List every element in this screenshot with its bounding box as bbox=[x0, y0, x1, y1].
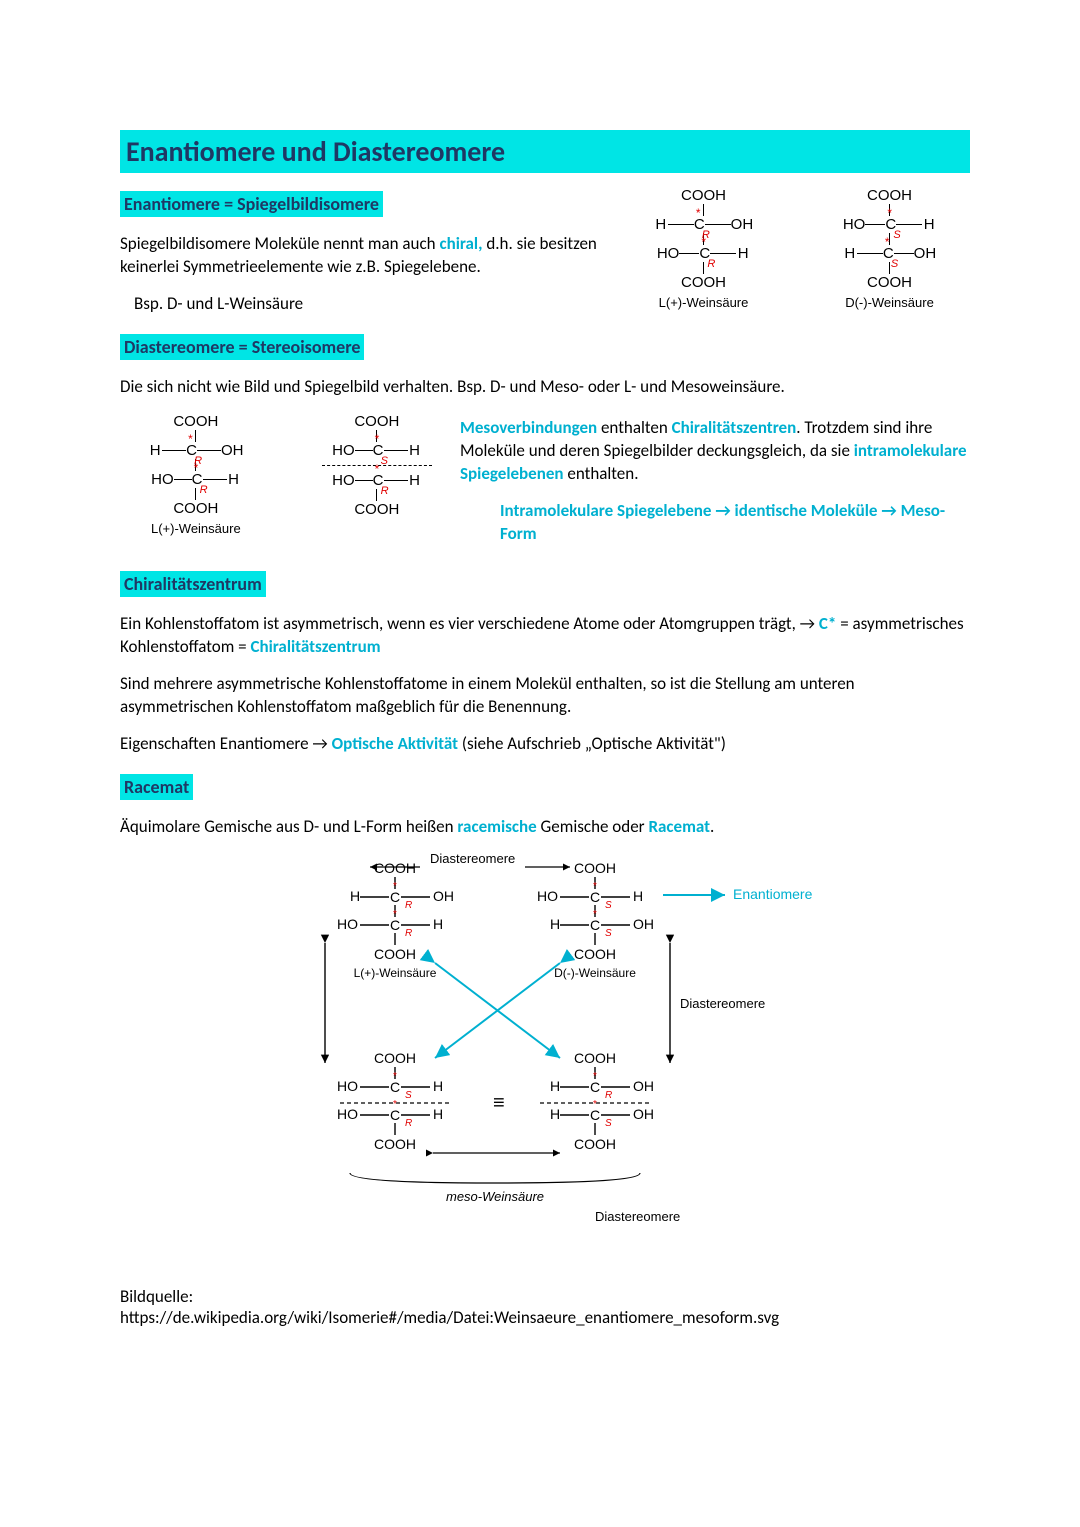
page-title: Enantiomere und Diastereomere bbox=[120, 130, 970, 173]
heading-racemat: Racemat bbox=[120, 774, 193, 800]
svg-text:COOH: COOH bbox=[374, 946, 416, 962]
svg-text:Diastereomere: Diastereomere bbox=[595, 1209, 680, 1224]
para-s2-1: Die sich nicht wie Bild und Spiegelbild … bbox=[120, 376, 970, 399]
svg-text:HO: HO bbox=[337, 916, 358, 932]
svg-text:HO: HO bbox=[537, 888, 558, 904]
svg-text:R: R bbox=[405, 900, 412, 911]
svg-text:OH: OH bbox=[433, 888, 454, 904]
svg-text:*: * bbox=[393, 1071, 397, 1082]
svg-text:S: S bbox=[405, 1090, 412, 1101]
svg-text:Enantiomere: Enantiomere bbox=[733, 886, 813, 902]
svg-text:*: * bbox=[593, 1099, 597, 1110]
svg-text:COOH: COOH bbox=[574, 1136, 616, 1152]
svg-text:*: * bbox=[393, 1099, 397, 1110]
svg-text:Diastereomere: Diastereomere bbox=[430, 853, 515, 866]
heading-diastereomere: Diastereomere = Stereoisomere bbox=[120, 334, 364, 360]
para-s3-1: Ein Kohlenstoffatom ist asymmetrisch, we… bbox=[120, 613, 970, 659]
svg-text:COOH: COOH bbox=[374, 860, 416, 876]
svg-text:H: H bbox=[550, 1078, 560, 1094]
svg-text:H: H bbox=[433, 1106, 443, 1122]
svg-text:OH: OH bbox=[633, 916, 654, 932]
svg-text:L(+)-Weinsäure: L(+)-Weinsäure bbox=[354, 966, 437, 980]
citation-block: Bildquelle: https://de.wikipedia.org/wik… bbox=[120, 1286, 970, 1328]
figure-racemat-diagram: COOH H C*R OH HO C*R H COOH L(+)-Weinsäu… bbox=[120, 853, 970, 1258]
svg-text:COOH: COOH bbox=[574, 946, 616, 962]
svg-text:H: H bbox=[433, 1078, 443, 1094]
svg-text:OH: OH bbox=[633, 1078, 654, 1094]
svg-text:COOH: COOH bbox=[374, 1050, 416, 1066]
para-s3-3: Eigenschaften Enantiomere → Optische Akt… bbox=[120, 733, 970, 756]
svg-text:OH: OH bbox=[633, 1106, 654, 1122]
para-s3-2: Sind mehrere asymmetrische Kohlenstoffat… bbox=[120, 673, 970, 719]
svg-text:*: * bbox=[593, 909, 597, 920]
svg-text:*: * bbox=[593, 1071, 597, 1082]
svg-text:R: R bbox=[605, 1090, 612, 1101]
svg-text:Diastereomere: Diastereomere bbox=[680, 996, 765, 1011]
svg-text:H: H bbox=[350, 888, 360, 904]
svg-text:R: R bbox=[405, 928, 412, 939]
para-s1-1: Spiegelbildisomere Moleküle nennt man au… bbox=[120, 233, 600, 279]
svg-text:H: H bbox=[433, 916, 443, 932]
svg-text:S: S bbox=[605, 1118, 612, 1129]
svg-text:HO: HO bbox=[337, 1106, 358, 1122]
para-s1-2: Bsp. D- und L-Weinsäure bbox=[134, 293, 600, 316]
figure-weinsaeure-enantiomers: COOH H *CR OH HO *CR H COOH L(+ bbox=[620, 187, 970, 330]
svg-text:COOH: COOH bbox=[574, 860, 616, 876]
svg-text:≡: ≡ bbox=[493, 1092, 505, 1114]
para-s2-3: Intramolekulare Spiegelebene → identisch… bbox=[500, 500, 970, 546]
svg-text:H: H bbox=[550, 916, 560, 932]
svg-text:COOH: COOH bbox=[574, 1050, 616, 1066]
svg-text:R: R bbox=[405, 1118, 412, 1129]
svg-text:*: * bbox=[393, 881, 397, 892]
heading-chiralitaetszentrum: Chiralitätszentrum bbox=[120, 571, 266, 597]
svg-text:meso-Weinsäure: meso-Weinsäure bbox=[446, 1189, 544, 1204]
svg-text:S: S bbox=[605, 900, 612, 911]
figure-meso-pair: COOH H *CR OH HO *CR H COOH L(+ bbox=[120, 413, 460, 560]
heading-enantiomere: Enantiomere = Spiegelbildisomere bbox=[120, 191, 383, 217]
svg-text:H: H bbox=[633, 888, 643, 904]
svg-text:H: H bbox=[550, 1106, 560, 1122]
svg-text:D(-)-Weinsäure: D(-)-Weinsäure bbox=[554, 966, 636, 980]
svg-text:S: S bbox=[605, 928, 612, 939]
para-s4-1: Äquimolare Gemische aus D- und L-Form he… bbox=[120, 816, 970, 839]
svg-text:COOH: COOH bbox=[374, 1136, 416, 1152]
svg-text:*: * bbox=[393, 909, 397, 920]
svg-text:*: * bbox=[593, 881, 597, 892]
svg-text:HO: HO bbox=[337, 1078, 358, 1094]
para-s2-2: Mesoverbindungen enthalten Chiralitätsze… bbox=[460, 417, 970, 486]
